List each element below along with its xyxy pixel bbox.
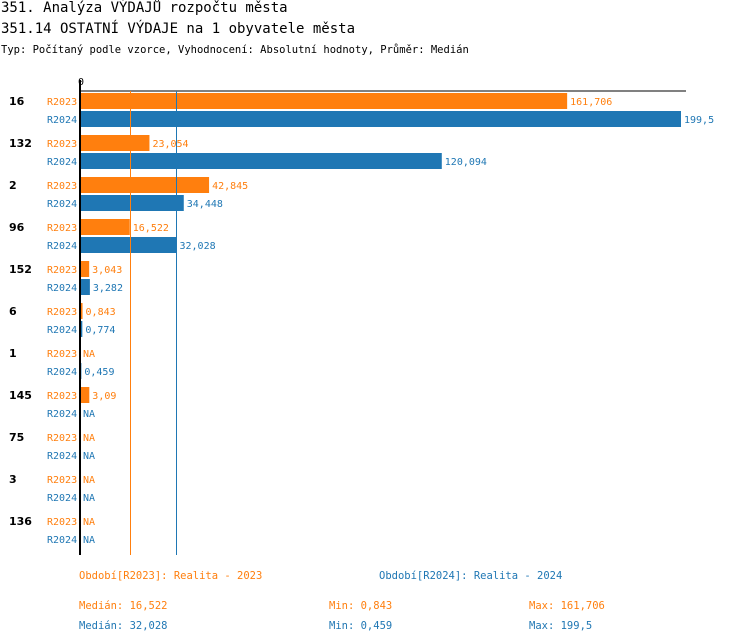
data-label: NA [83,349,95,360]
series-label: R2023 [47,223,77,234]
bar [80,93,568,109]
series-label: R2024 [47,199,77,210]
series-label: R2024 [47,535,77,546]
bar [80,177,210,193]
data-label: 16,522 [133,223,169,234]
series-label: R2023 [47,517,77,528]
series-label: R2024 [47,409,77,420]
bar [80,195,184,211]
category-label: 136 [9,515,32,528]
bar [80,219,130,235]
bar [80,111,681,127]
type-description: Typ: Počítaný podle vzorce, Vyhodnocení:… [1,44,469,56]
category-label: 132 [9,137,32,150]
series-label: R2024 [47,493,77,504]
series-label: R2023 [47,475,77,486]
series-label: R2024 [47,367,77,378]
data-label: NA [83,409,95,420]
series-label: R2023 [47,181,77,192]
category-label: 75 [9,431,24,444]
bar [80,261,90,277]
category-label: 16 [9,95,25,108]
bar [80,135,150,151]
category-label: 2 [9,179,17,192]
data-label: 0,843 [86,307,116,318]
series-label: R2023 [47,349,77,360]
bar [80,237,177,253]
data-label: 23,054 [152,139,188,150]
series-label: R2024 [47,451,77,462]
bar [80,303,83,319]
bar [80,153,442,169]
data-label: 34,448 [187,199,223,210]
data-label: 3,043 [92,265,122,276]
max-r2023: Max: 161,706 [529,600,605,612]
bar [80,279,90,295]
min-r2024: Min: 0,459 [329,620,393,632]
series-label: R2024 [47,283,77,294]
category-label: 145 [9,389,32,402]
data-label: 199,5 [684,115,714,126]
max-r2024: Max: 199,5 [529,620,593,632]
data-label: NA [83,475,95,486]
legend-r2024: Období[R2024]: Realita - 2024 [379,570,563,582]
data-label: 0,459 [84,367,114,378]
series-label: R2024 [47,241,77,252]
data-label: NA [83,517,95,528]
data-label: NA [83,493,95,504]
category-label: 3 [9,473,17,486]
data-label: 120,094 [445,157,487,168]
category-label: 1 [9,347,17,360]
data-label: NA [83,433,95,444]
data-label: 3,282 [93,283,123,294]
page-subtitle: 351.14 OSTATNÍ VÝDAJE na 1 obyvatele měs… [1,21,356,37]
data-label: 0,774 [85,325,115,336]
series-label: R2024 [47,115,77,126]
category-label: 96 [9,221,25,234]
data-label: 3,09 [92,391,116,402]
data-label: 32,028 [179,241,215,252]
bar [80,387,90,403]
median-r2023: Medián: 16,522 [79,600,168,612]
median-r2024: Medián: 32,028 [79,620,168,632]
series-label: R2023 [47,265,77,276]
series-label: R2024 [47,157,77,168]
series-label: R2023 [47,139,77,150]
series-label: R2023 [47,391,77,402]
data-label: 42,845 [212,181,248,192]
min-r2023: Min: 0,843 [329,600,393,612]
data-label: NA [83,451,95,462]
legend-r2023: Období[R2023]: Realita - 2023 [79,570,263,582]
category-label: 152 [9,263,32,276]
category-label: 6 [9,305,17,318]
bar [80,321,83,337]
x-tick-label: 0 [78,77,84,88]
page-title: 351. Analýza VÝDAJŮ rozpočtu města [1,0,288,16]
series-label: R2023 [47,97,77,108]
data-label: NA [83,535,95,546]
series-label: R2023 [47,433,77,444]
series-label: R2023 [47,307,77,318]
data-label: 161,706 [570,97,612,108]
series-label: R2024 [47,325,77,336]
